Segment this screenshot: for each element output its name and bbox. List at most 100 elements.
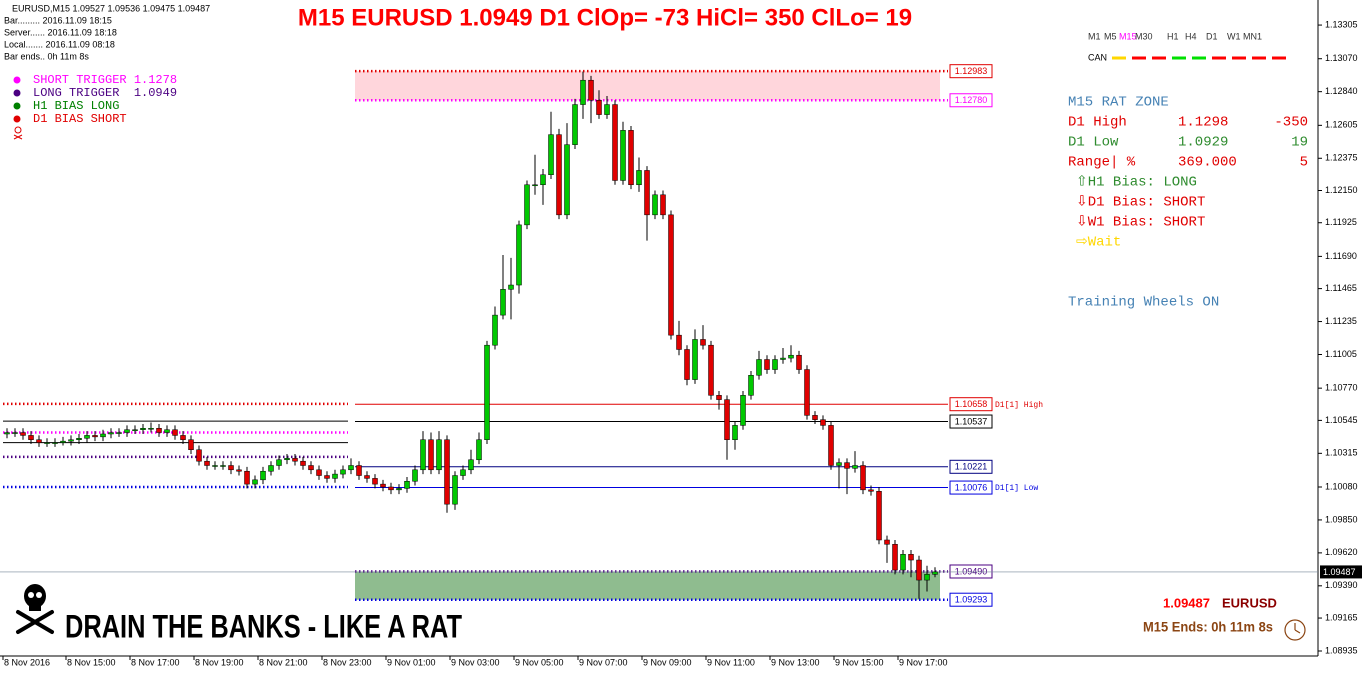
x-tick-label: 8 Nov 21:00: [259, 657, 308, 667]
candle-body: [820, 419, 826, 426]
x-tick-label: 9 Nov 11:00: [707, 657, 755, 667]
level-label: 1.12983: [955, 66, 988, 76]
level-label-box: [949, 480, 993, 495]
candle-body: [140, 428, 146, 430]
candle-body: [220, 465, 226, 467]
candle-body: [500, 289, 506, 316]
legend-dot: [13, 76, 21, 84]
y-tick-label: 1.11690: [1325, 251, 1357, 261]
status-bar-end: M15 Ends: 0h 11m 8s: [1143, 619, 1273, 635]
timeframe: H1: [1167, 31, 1179, 41]
level-label-box: [949, 414, 993, 429]
x-tick-label: 9 Nov 03:00: [451, 657, 500, 667]
rat-zone-cell: D1 Low: [1068, 135, 1119, 151]
candle-body: [76, 438, 82, 440]
candle-body: [148, 428, 154, 430]
candle-body: [452, 475, 458, 505]
candle-body: [828, 425, 834, 466]
candle-body: [228, 465, 234, 471]
candle-body: [44, 442, 50, 444]
candle-body: [36, 439, 42, 443]
candle-body: [604, 104, 610, 115]
level-label-box: [949, 592, 993, 607]
x-tick-label: 9 Nov 01:00: [387, 657, 436, 667]
y-tick-label: 1.12375: [1325, 153, 1358, 163]
candle-body: [204, 460, 210, 466]
candle-body: [460, 469, 466, 476]
y-tick-label: 1.11005: [1325, 349, 1357, 359]
candle-body: [468, 459, 474, 471]
candle-body: [108, 432, 114, 435]
rat-zone-note: ⇩W1 Bias: SHORT: [1076, 215, 1205, 231]
timeframe: M30: [1135, 31, 1153, 41]
legend-text: H1 BIAS LONG: [33, 99, 119, 113]
candle-body: [868, 489, 874, 492]
candle-body: [668, 214, 674, 336]
candle-body: [476, 439, 482, 461]
candle-signal-label: CAN: [1088, 52, 1107, 62]
legend-dot: [13, 89, 21, 97]
clock-icon: [1284, 619, 1306, 641]
y-tick-label: 1.11235: [1325, 316, 1357, 326]
candle-body: [324, 475, 330, 479]
y-tick-label: 1.08935: [1325, 645, 1358, 655]
candle-body: [436, 439, 442, 471]
candle-body: [588, 79, 594, 101]
candle-body: [708, 344, 714, 396]
level-label: 1.10537: [955, 416, 988, 426]
level-label-box: [949, 459, 993, 474]
y-tick-label: 1.12150: [1325, 185, 1358, 195]
candle-body: [348, 465, 354, 471]
candle-body: [332, 473, 338, 479]
candle-body: [572, 104, 578, 145]
y-tick-label: 1.09850: [1325, 514, 1358, 524]
status-price: 1.09487: [1163, 595, 1210, 610]
candle-body: [548, 134, 554, 175]
timeframe: MN1: [1243, 31, 1262, 41]
candle-body: [564, 144, 570, 216]
candle-body: [636, 170, 642, 186]
candle-body: [28, 435, 34, 440]
x-tick-label: 8 Nov 23:00: [323, 657, 372, 667]
x-tick-label: 9 Nov 17:00: [899, 657, 948, 667]
candle-body: [724, 399, 730, 440]
candle-body: [692, 339, 698, 380]
y-tick-label: 1.09620: [1325, 547, 1358, 557]
candle-body: [100, 433, 106, 438]
candle-body: [428, 439, 434, 471]
y-tick-label: 1.10545: [1325, 415, 1358, 425]
candle-body: [132, 429, 138, 431]
candle-body: [892, 544, 898, 571]
candle-body: [236, 469, 242, 472]
candle-body: [340, 469, 346, 475]
rat-zone-cell: D1 High: [1068, 115, 1127, 131]
candle-body: [740, 395, 746, 426]
chart-title: M15 EURUSD 1.0949 D1 ClOp= -73 HiCl= 350…: [298, 4, 912, 31]
candle-body: [444, 439, 450, 505]
level-label: 1.09490: [955, 566, 988, 576]
plot-layer: 1.12983 1.12780 1.10658 D1[1] High 1.10537 1.…: [0, 64, 1318, 607]
candle-body: [300, 460, 306, 466]
candle-body: [524, 184, 530, 226]
level-label: 1.10076: [955, 482, 988, 492]
candle-body: [508, 284, 514, 290]
x-tick-label: 9 Nov 05:00: [515, 657, 564, 667]
rat-zone-cell: Range| %: [1068, 155, 1136, 171]
candle-body: [188, 439, 194, 450]
candle-body: [908, 554, 914, 561]
timeframe: H4: [1185, 31, 1197, 41]
candle-body: [20, 432, 26, 436]
y-tick-label: 1.11925: [1325, 217, 1357, 227]
rat-zone-cell: -350: [1274, 115, 1308, 131]
candle-body: [620, 130, 626, 181]
level-label-box: [949, 93, 993, 108]
x-tick-label: 8 Nov 17:00: [131, 657, 180, 667]
candle-body: [660, 194, 666, 216]
legend-dot: [13, 102, 21, 110]
candle-body: [596, 100, 602, 115]
level-label: 1.09293: [955, 595, 988, 605]
info-line: Bar ends.. 0h 11m 8s: [4, 51, 89, 61]
candle-body: [580, 79, 586, 105]
timeframe: D1: [1206, 31, 1218, 41]
